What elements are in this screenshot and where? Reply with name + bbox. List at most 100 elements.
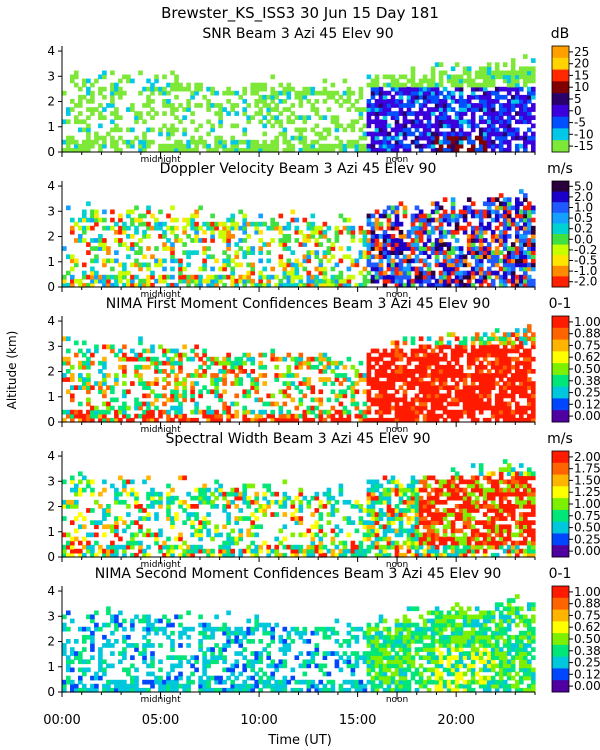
echo-cell — [342, 417, 348, 423]
echo-cell — [466, 352, 472, 358]
echo-cell — [294, 262, 300, 268]
echo-cell — [519, 352, 524, 358]
echo-cell — [178, 381, 183, 386]
echo-cell — [270, 352, 275, 358]
echo-cell — [386, 508, 392, 513]
echo-cell — [102, 139, 107, 145]
echo-cell — [370, 213, 376, 219]
echo-cell — [394, 262, 400, 268]
echo-cell — [114, 274, 119, 280]
echo-cell — [114, 377, 119, 382]
echo-cell — [342, 544, 348, 550]
echo-cell — [370, 544, 376, 550]
echo-cell — [386, 409, 392, 415]
echo-cell — [86, 356, 91, 362]
echo-cell — [402, 147, 408, 153]
echo-cell — [430, 417, 436, 423]
echo-cell — [398, 409, 404, 415]
echo-cell — [510, 94, 516, 100]
echo-cell — [166, 99, 171, 104]
echo-cell — [78, 540, 83, 546]
echo-cell — [294, 127, 300, 133]
echo-cell — [262, 540, 267, 546]
echo-cell — [182, 147, 187, 153]
echo-cell — [446, 487, 452, 493]
echo-cell — [146, 413, 151, 419]
echo-cell — [386, 250, 392, 255]
echo-cell — [502, 78, 508, 84]
echo-cell — [494, 397, 500, 403]
echo-cell — [274, 512, 279, 517]
echo-cell — [523, 94, 528, 100]
echo-cell — [162, 360, 167, 366]
echo-cell — [178, 413, 183, 419]
echo-cell — [202, 348, 207, 354]
echo-cell — [194, 532, 199, 538]
echo-cell — [434, 209, 440, 215]
echo-cell — [498, 94, 504, 100]
echo-cell — [146, 516, 151, 521]
echo-cell — [66, 552, 71, 558]
echo-cell — [386, 405, 392, 411]
echo-cell — [354, 528, 360, 534]
echo-cell — [318, 229, 324, 235]
echo-cell — [142, 552, 147, 558]
echo-cell — [394, 213, 400, 219]
echo-cell — [326, 127, 332, 133]
echo-cell — [270, 221, 275, 227]
echo-cell — [490, 278, 496, 284]
echo-cell — [210, 499, 215, 505]
echo-cell — [254, 491, 259, 497]
echo-cell — [446, 413, 452, 419]
echo-cell — [130, 103, 135, 108]
echo-cell — [502, 405, 508, 411]
echo-cell — [170, 524, 175, 530]
echo-cell — [422, 274, 428, 280]
echo-cell — [234, 147, 239, 153]
echo-cell — [386, 90, 392, 96]
echo-cell — [466, 274, 472, 280]
echo-cell — [118, 475, 123, 481]
echo-cell — [86, 360, 91, 366]
echo-cell — [527, 70, 532, 76]
echo-cell — [178, 532, 183, 538]
echo-cell — [334, 115, 340, 120]
echo-cell — [294, 282, 300, 288]
echo-cell — [398, 258, 404, 264]
echo-cell — [438, 250, 444, 255]
echo-cell — [490, 364, 496, 370]
echo-cell — [398, 123, 404, 129]
echo-cell — [186, 548, 191, 554]
echo-cell — [166, 90, 171, 96]
echo-cell — [527, 278, 532, 284]
echo-cell — [502, 344, 508, 350]
echo-cell — [410, 544, 416, 550]
echo-cell — [62, 360, 67, 366]
echo-cell — [470, 119, 476, 125]
echo-cell — [290, 512, 296, 517]
echo-cell — [226, 369, 231, 374]
x-axis-label: Time (UT) — [267, 733, 332, 748]
echo-cell — [186, 147, 191, 153]
echo-cell — [478, 278, 484, 284]
echo-cell — [246, 234, 251, 239]
echo-cell — [338, 487, 344, 493]
echo-cell — [74, 258, 79, 264]
echo-cell — [438, 213, 444, 219]
echo-cell — [206, 364, 211, 370]
echo-cell — [458, 479, 464, 485]
echo-cell — [342, 540, 348, 546]
echo-cell — [454, 82, 460, 88]
echo-cell — [182, 225, 187, 231]
echo-cell — [114, 544, 119, 550]
echo-cell — [454, 536, 460, 542]
echo-cell — [374, 254, 380, 260]
echo-cell — [222, 221, 227, 227]
echo-cell — [454, 62, 460, 67]
echo-cell — [438, 377, 444, 382]
echo-cell — [531, 86, 536, 92]
echo-cell — [62, 147, 67, 153]
echo-cell — [106, 544, 111, 550]
echo-cell — [346, 143, 352, 149]
echo-cell — [94, 209, 99, 215]
